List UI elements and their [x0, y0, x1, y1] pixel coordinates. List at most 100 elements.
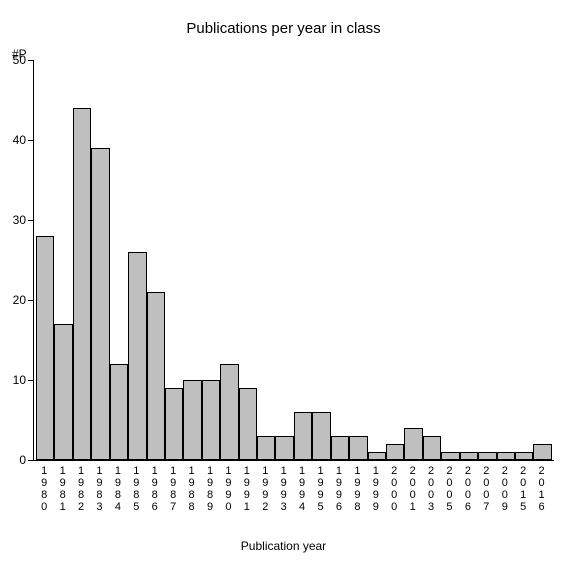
y-tick	[28, 220, 34, 221]
bar	[128, 252, 146, 460]
x-tick-label: 1986	[146, 462, 164, 513]
y-tick	[28, 60, 34, 61]
bar	[441, 452, 459, 460]
x-tick-label: 1984	[109, 462, 127, 513]
x-tick-label: 1999	[367, 462, 385, 513]
x-tick-label: 1987	[164, 462, 182, 513]
bar-slot	[239, 60, 257, 460]
bar	[110, 364, 128, 460]
bar	[533, 444, 551, 460]
bar-slot	[312, 60, 330, 460]
chart-container: Publications per year in class #P 010203…	[0, 0, 567, 567]
bar	[202, 380, 220, 460]
x-tick-label: 1990	[219, 462, 237, 513]
bar-slot	[54, 60, 72, 460]
bar	[404, 428, 422, 460]
y-tick-label: 0	[19, 453, 26, 467]
x-tick-label: 2001	[403, 462, 421, 513]
bar-slot	[478, 60, 496, 460]
x-tick-label: 1985	[127, 462, 145, 513]
bar	[147, 292, 165, 460]
x-axis-title: Publication year	[0, 539, 567, 553]
bar-slot	[441, 60, 459, 460]
x-tick-label: 1994	[293, 462, 311, 513]
x-tick-label: 1980	[35, 462, 53, 513]
x-tick-label: 1992	[256, 462, 274, 513]
x-tick-label: 2005	[440, 462, 458, 513]
y-tick-label: 10	[13, 373, 26, 387]
bar	[257, 436, 275, 460]
bar-slot	[460, 60, 478, 460]
bar-slot	[275, 60, 293, 460]
x-tick-label: 1995	[311, 462, 329, 513]
bar-slot	[497, 60, 515, 460]
bar	[497, 452, 515, 460]
y-tick-label: 40	[13, 133, 26, 147]
bar-slot	[183, 60, 201, 460]
bars-group	[34, 60, 554, 460]
bar-slot	[165, 60, 183, 460]
y-tick-label: 50	[13, 53, 26, 67]
x-tick-label: 2003	[422, 462, 440, 513]
bar	[275, 436, 293, 460]
y-tick	[28, 140, 34, 141]
bar-slot	[128, 60, 146, 460]
y-tick	[28, 460, 34, 461]
bar	[294, 412, 312, 460]
x-tick-label: 1993	[274, 462, 292, 513]
bar	[220, 364, 238, 460]
bar	[478, 452, 496, 460]
bar	[36, 236, 54, 460]
bar	[349, 436, 367, 460]
y-tick	[28, 300, 34, 301]
bar-slot	[36, 60, 54, 460]
x-tick-label: 1982	[72, 462, 90, 513]
x-tick-label: 1996	[330, 462, 348, 513]
bar	[165, 388, 183, 460]
bar-slot	[202, 60, 220, 460]
bar	[183, 380, 201, 460]
x-tick-label: 2009	[496, 462, 514, 513]
x-tick-label: 2006	[459, 462, 477, 513]
bar	[515, 452, 533, 460]
bar-slot	[257, 60, 275, 460]
x-tick-label: 2016	[532, 462, 550, 513]
chart-title: Publications per year in class	[0, 20, 567, 37]
bar	[312, 412, 330, 460]
bar	[368, 452, 386, 460]
x-tick-label: 1983	[90, 462, 108, 513]
x-tick-label: 1998	[348, 462, 366, 513]
bar	[54, 324, 72, 460]
bar	[386, 444, 404, 460]
y-tick-label: 30	[13, 213, 26, 227]
x-tick-label: 2000	[385, 462, 403, 513]
x-tick-label: 1989	[201, 462, 219, 513]
bar-slot	[368, 60, 386, 460]
bar-slot	[294, 60, 312, 460]
x-axis-labels: 1980198119821983198419851986198719881989…	[35, 462, 551, 513]
bar	[460, 452, 478, 460]
bar	[239, 388, 257, 460]
x-tick-label: 2015	[514, 462, 532, 513]
bar	[91, 148, 109, 460]
bar-slot	[147, 60, 165, 460]
bar	[423, 436, 441, 460]
y-tick-label: 20	[13, 293, 26, 307]
bar-slot	[386, 60, 404, 460]
x-tick-label: 1988	[182, 462, 200, 513]
bar-slot	[423, 60, 441, 460]
x-tick-label: 2007	[477, 462, 495, 513]
plot-area: 01020304050	[33, 60, 554, 461]
bar-slot	[91, 60, 109, 460]
bar-slot	[73, 60, 91, 460]
bar-slot	[404, 60, 422, 460]
bar-slot	[110, 60, 128, 460]
bar-slot	[515, 60, 533, 460]
bar	[331, 436, 349, 460]
x-tick-label: 1991	[238, 462, 256, 513]
x-tick-label: 1981	[53, 462, 71, 513]
bar-slot	[349, 60, 367, 460]
bar-slot	[533, 60, 551, 460]
bar-slot	[220, 60, 238, 460]
bar-slot	[331, 60, 349, 460]
